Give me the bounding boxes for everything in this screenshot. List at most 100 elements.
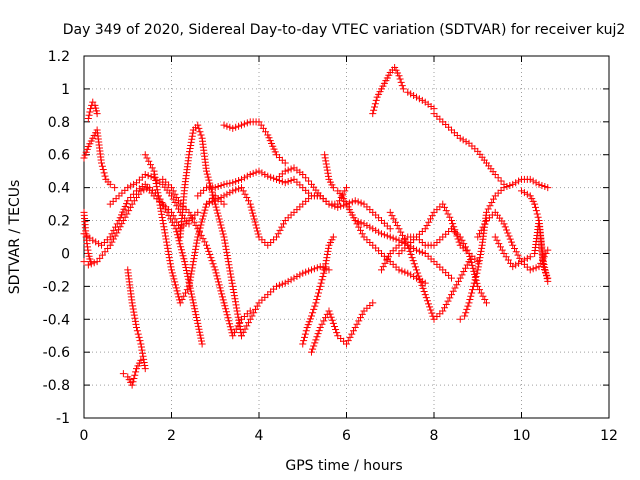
data-point — [357, 219, 365, 227]
data-point — [197, 231, 205, 239]
data-point — [483, 208, 490, 216]
data-point — [328, 201, 336, 209]
data-point — [139, 349, 147, 357]
data-point — [390, 215, 398, 223]
data-point — [315, 289, 322, 297]
data-point — [113, 220, 121, 228]
data-point — [392, 235, 400, 243]
data-point — [293, 272, 301, 280]
data-point — [217, 194, 225, 202]
data-point — [166, 260, 174, 268]
data-point — [274, 230, 282, 238]
data-point — [220, 299, 228, 307]
data-point — [185, 282, 193, 290]
data-point — [179, 252, 187, 260]
data-point — [211, 266, 219, 274]
data-point — [526, 253, 534, 261]
data-point — [124, 197, 132, 205]
data-point — [301, 333, 308, 341]
data-point — [321, 151, 329, 159]
data-point — [232, 301, 240, 309]
data-point — [321, 266, 329, 274]
data-point — [462, 264, 469, 272]
data-point — [83, 145, 91, 153]
data-point — [311, 339, 319, 347]
data-point — [299, 269, 307, 277]
data-point — [358, 230, 366, 238]
data-point — [346, 333, 354, 341]
data-point — [164, 244, 172, 252]
series-arc-9 — [141, 151, 228, 307]
data-point — [191, 308, 199, 316]
data-point — [100, 169, 108, 177]
data-point — [453, 281, 461, 289]
data-point — [193, 316, 201, 324]
data-point — [500, 184, 508, 192]
data-point — [213, 206, 221, 214]
data-point — [451, 284, 459, 292]
data-point — [308, 266, 315, 274]
data-point — [494, 174, 502, 182]
data-point — [378, 230, 385, 238]
data-point — [111, 184, 119, 192]
data-point — [250, 309, 258, 317]
data-point — [182, 289, 189, 297]
data-point — [428, 212, 436, 220]
data-point — [191, 305, 199, 313]
data-point — [463, 305, 471, 313]
data-point — [204, 173, 212, 181]
data-point — [360, 220, 368, 228]
data-point — [156, 201, 164, 209]
data-point — [171, 190, 179, 198]
data-point — [214, 183, 222, 191]
series-arc-1 — [80, 126, 119, 192]
data-point — [98, 159, 105, 167]
series-arc-27 — [474, 208, 552, 274]
data-point — [404, 88, 412, 96]
data-point — [369, 225, 377, 233]
data-point — [469, 282, 477, 290]
data-point — [137, 343, 145, 351]
data-point — [281, 279, 289, 287]
data-point — [217, 221, 225, 229]
data-point — [413, 266, 420, 274]
data-point — [171, 215, 179, 223]
data-point — [441, 304, 448, 312]
y-tick-label: -0.6 — [43, 345, 70, 361]
data-point — [137, 340, 145, 348]
data-point — [398, 82, 406, 90]
data-point — [483, 299, 490, 307]
data-point — [491, 170, 499, 178]
data-point — [106, 233, 114, 241]
data-point — [399, 231, 406, 239]
data-point — [302, 327, 310, 335]
data-point — [240, 174, 248, 182]
data-point — [223, 190, 231, 198]
data-point — [238, 332, 245, 340]
data-point — [166, 257, 174, 265]
data-point — [468, 261, 476, 269]
data-point — [456, 315, 464, 323]
data-point — [491, 233, 499, 241]
data-point — [419, 284, 427, 292]
data-point — [90, 259, 98, 267]
data-point — [332, 326, 340, 334]
series-arc-16 — [273, 164, 394, 233]
data-point — [167, 263, 175, 271]
data-point — [474, 266, 482, 274]
data-point — [209, 191, 217, 199]
data-point — [410, 91, 418, 99]
y-tick-label: -1 — [56, 411, 70, 427]
data-point — [329, 319, 337, 327]
data-point — [197, 334, 205, 342]
data-point — [479, 223, 487, 231]
data-point — [501, 223, 509, 231]
data-point — [176, 240, 184, 248]
data-point — [194, 233, 202, 241]
data-point — [439, 307, 447, 315]
data-point — [168, 269, 176, 277]
data-point — [252, 168, 260, 176]
data-point — [460, 240, 468, 248]
data-point — [218, 290, 226, 298]
